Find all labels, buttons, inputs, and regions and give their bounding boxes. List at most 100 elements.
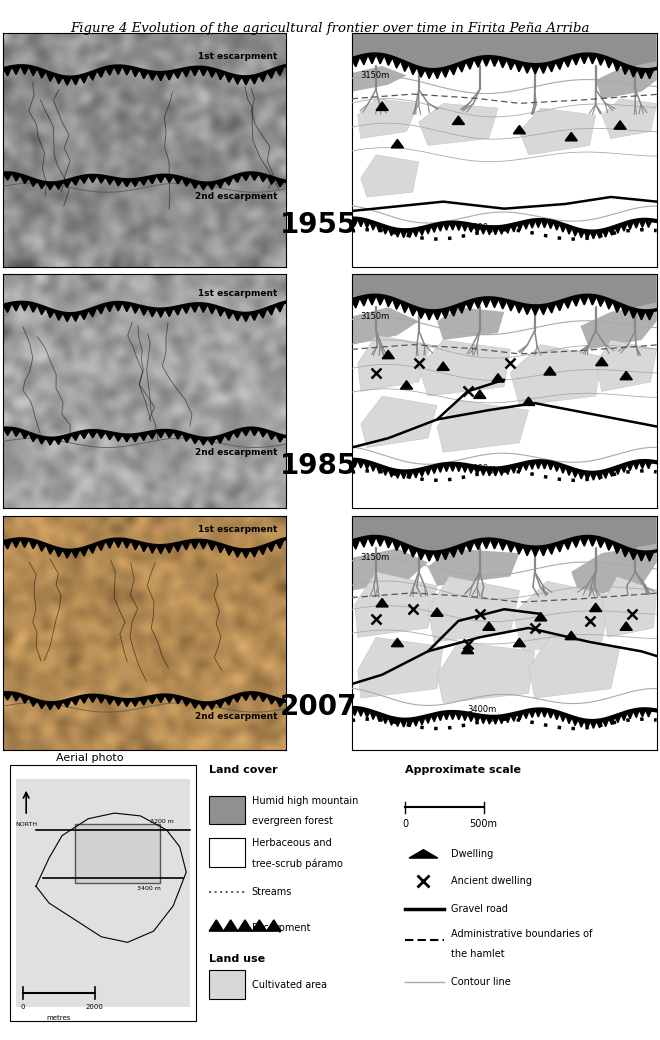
Polygon shape bbox=[505, 467, 511, 474]
Polygon shape bbox=[572, 544, 657, 598]
Polygon shape bbox=[364, 462, 370, 469]
Polygon shape bbox=[535, 220, 541, 228]
Polygon shape bbox=[596, 358, 608, 366]
Polygon shape bbox=[391, 639, 403, 647]
Polygon shape bbox=[199, 68, 208, 76]
Polygon shape bbox=[352, 66, 407, 92]
Polygon shape bbox=[114, 178, 123, 186]
Polygon shape bbox=[638, 551, 645, 561]
Text: 3150m: 3150m bbox=[361, 312, 390, 321]
Polygon shape bbox=[29, 540, 38, 549]
Polygon shape bbox=[242, 693, 250, 700]
Polygon shape bbox=[252, 920, 267, 931]
Polygon shape bbox=[395, 230, 401, 237]
Polygon shape bbox=[12, 66, 20, 75]
Polygon shape bbox=[645, 70, 653, 79]
Polygon shape bbox=[603, 719, 609, 727]
Polygon shape bbox=[63, 550, 71, 558]
Polygon shape bbox=[572, 538, 580, 547]
Polygon shape bbox=[609, 468, 615, 476]
Polygon shape bbox=[602, 99, 657, 138]
Polygon shape bbox=[97, 696, 106, 703]
Polygon shape bbox=[482, 57, 490, 67]
Bar bbox=[75, 825, 160, 883]
Polygon shape bbox=[276, 539, 284, 548]
Polygon shape bbox=[591, 473, 597, 480]
Polygon shape bbox=[431, 714, 438, 722]
Polygon shape bbox=[633, 220, 640, 228]
Polygon shape bbox=[401, 60, 409, 72]
Polygon shape bbox=[529, 710, 535, 718]
Polygon shape bbox=[584, 231, 591, 239]
Polygon shape bbox=[578, 720, 584, 727]
Polygon shape bbox=[106, 67, 114, 75]
Polygon shape bbox=[242, 173, 250, 181]
Text: 3150m: 3150m bbox=[361, 553, 390, 563]
Polygon shape bbox=[216, 70, 224, 80]
Polygon shape bbox=[63, 179, 71, 187]
Polygon shape bbox=[267, 69, 276, 78]
Polygon shape bbox=[191, 700, 199, 708]
Polygon shape bbox=[199, 182, 208, 190]
Polygon shape bbox=[71, 433, 80, 440]
Polygon shape bbox=[468, 714, 474, 722]
Polygon shape bbox=[602, 576, 657, 638]
Polygon shape bbox=[364, 220, 370, 228]
Polygon shape bbox=[492, 469, 498, 476]
Polygon shape bbox=[208, 438, 216, 445]
Polygon shape bbox=[627, 463, 633, 470]
Polygon shape bbox=[492, 228, 498, 235]
Polygon shape bbox=[123, 67, 131, 75]
Polygon shape bbox=[409, 850, 438, 858]
Polygon shape bbox=[589, 603, 602, 612]
Polygon shape bbox=[417, 309, 425, 318]
Polygon shape bbox=[483, 622, 495, 630]
Polygon shape bbox=[413, 229, 419, 237]
Polygon shape bbox=[276, 66, 284, 76]
Polygon shape bbox=[388, 469, 395, 477]
Polygon shape bbox=[208, 182, 216, 189]
Polygon shape bbox=[539, 305, 548, 315]
Polygon shape bbox=[216, 700, 224, 708]
Polygon shape bbox=[267, 176, 276, 184]
Polygon shape bbox=[71, 76, 80, 85]
Polygon shape bbox=[360, 55, 368, 64]
Text: 3400m: 3400m bbox=[467, 464, 497, 473]
Polygon shape bbox=[182, 68, 191, 77]
Polygon shape bbox=[364, 709, 370, 718]
Polygon shape bbox=[449, 464, 455, 471]
Text: 2nd escarpment: 2nd escarpment bbox=[195, 192, 277, 202]
Polygon shape bbox=[480, 227, 486, 234]
Polygon shape bbox=[250, 548, 259, 557]
Polygon shape bbox=[490, 57, 498, 67]
Polygon shape bbox=[352, 539, 360, 549]
Polygon shape bbox=[523, 711, 529, 719]
Polygon shape bbox=[433, 552, 442, 562]
Polygon shape bbox=[531, 306, 539, 315]
Polygon shape bbox=[191, 304, 199, 312]
Polygon shape bbox=[80, 696, 88, 703]
Polygon shape bbox=[123, 180, 131, 187]
Text: Aerial photo: Aerial photo bbox=[56, 753, 123, 762]
Polygon shape bbox=[3, 304, 12, 312]
Polygon shape bbox=[148, 176, 156, 184]
Polygon shape bbox=[613, 60, 621, 71]
Polygon shape bbox=[233, 312, 242, 320]
Polygon shape bbox=[449, 64, 458, 75]
Polygon shape bbox=[515, 544, 523, 554]
Polygon shape bbox=[596, 340, 657, 391]
Text: Administrative boundaries of: Administrative boundaries of bbox=[451, 929, 592, 939]
Text: 3400m: 3400m bbox=[467, 223, 497, 232]
Polygon shape bbox=[433, 311, 442, 320]
Polygon shape bbox=[638, 70, 645, 79]
Polygon shape bbox=[645, 552, 653, 562]
Polygon shape bbox=[511, 225, 517, 232]
Polygon shape bbox=[492, 373, 504, 382]
Polygon shape bbox=[418, 103, 498, 146]
Polygon shape bbox=[360, 296, 368, 306]
Polygon shape bbox=[384, 538, 393, 548]
Polygon shape bbox=[63, 699, 71, 707]
Text: 500m: 500m bbox=[469, 818, 498, 829]
Polygon shape bbox=[507, 301, 515, 311]
Text: NORTH: NORTH bbox=[15, 822, 37, 827]
